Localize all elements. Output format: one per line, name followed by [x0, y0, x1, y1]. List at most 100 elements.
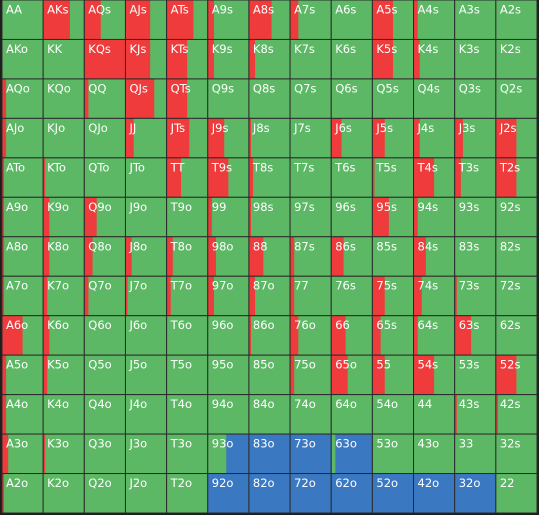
hand-cell[interactable]: [166, 434, 208, 474]
hand-cell[interactable]: [84, 276, 126, 316]
hand-cell[interactable]: [125, 394, 167, 435]
hand-cell[interactable]: [248, 197, 291, 237]
hand-cell[interactable]: [43, 355, 85, 395]
hand-cell[interactable]: [248, 276, 291, 316]
hand-cell[interactable]: [495, 315, 537, 356]
hand-cell[interactable]: [413, 78, 455, 119]
hand-cell[interactable]: [495, 39, 537, 79]
hand-cell[interactable]: [43, 315, 85, 356]
hand-cell[interactable]: [166, 276, 208, 316]
hand-cell[interactable]: [2, 355, 44, 395]
hand-cell[interactable]: [413, 394, 455, 435]
hand-cell[interactable]: [413, 315, 455, 356]
hand-cell[interactable]: [166, 355, 208, 395]
hand-cell[interactable]: [454, 276, 496, 316]
hand-cell[interactable]: [495, 78, 537, 119]
hand-cell[interactable]: [84, 434, 126, 474]
hand-cell[interactable]: [331, 78, 373, 119]
hand-cell[interactable]: [413, 434, 455, 474]
hand-cell[interactable]: [454, 355, 496, 395]
hand-cell[interactable]: [454, 78, 496, 119]
hand-cell[interactable]: [84, 355, 126, 395]
hand-cell[interactable]: [43, 157, 85, 198]
hand-cell[interactable]: [43, 236, 85, 277]
hand-cell[interactable]: [125, 236, 167, 277]
hand-cell[interactable]: [290, 197, 332, 237]
hand-cell[interactable]: [125, 197, 167, 237]
hand-cell[interactable]: [2, 39, 44, 79]
hand-cell[interactable]: [207, 78, 249, 119]
hand-cell[interactable]: [2, 157, 44, 198]
hand-cell[interactable]: [372, 157, 414, 198]
hand-cell[interactable]: [454, 236, 496, 277]
hand-cell[interactable]: [331, 394, 373, 435]
hand-cell[interactable]: [2, 434, 44, 474]
hand-cell[interactable]: [166, 236, 208, 277]
hand-cell[interactable]: [290, 39, 332, 79]
hand-cell[interactable]: [372, 78, 414, 119]
hand-cell[interactable]: [125, 355, 167, 395]
hand-cell[interactable]: [290, 394, 332, 435]
hand-cell[interactable]: [331, 157, 373, 198]
hand-cell[interactable]: [495, 394, 537, 435]
hand-cell[interactable]: [43, 118, 85, 158]
hand-cell[interactable]: [2, 78, 44, 119]
hand-cell[interactable]: [43, 78, 85, 119]
hand-cell[interactable]: [495, 197, 537, 237]
hand-cell[interactable]: [207, 355, 249, 395]
hand-cell[interactable]: [84, 315, 126, 356]
hand-cell[interactable]: [331, 197, 373, 237]
hand-cell[interactable]: [84, 118, 126, 158]
hand-cell[interactable]: [2, 0, 44, 40]
hand-cell[interactable]: [331, 39, 373, 79]
hand-cell[interactable]: [84, 157, 126, 198]
hand-cell[interactable]: [125, 157, 167, 198]
hand-cell[interactable]: [248, 355, 291, 395]
hand-cell[interactable]: [495, 473, 537, 513]
hand-cell[interactable]: [290, 355, 332, 395]
hand-cell[interactable]: [207, 0, 249, 40]
hand-cell[interactable]: [331, 276, 373, 316]
hand-cell[interactable]: [248, 118, 291, 158]
hand-cell[interactable]: [207, 39, 249, 79]
hand-cell[interactable]: [2, 394, 44, 435]
hand-cell[interactable]: [413, 0, 455, 40]
hand-cell[interactable]: [248, 39, 291, 79]
hand-cell[interactable]: [248, 394, 291, 435]
hand-cell[interactable]: [248, 315, 291, 356]
hand-cell[interactable]: [454, 434, 496, 474]
hand-cell[interactable]: [207, 276, 249, 316]
hand-cell[interactable]: [454, 39, 496, 79]
hand-cell[interactable]: [166, 473, 208, 513]
hand-cell[interactable]: [207, 197, 249, 237]
hand-cell[interactable]: [331, 0, 373, 40]
hand-cell[interactable]: [84, 473, 126, 513]
hand-cell[interactable]: [43, 197, 85, 237]
hand-cell[interactable]: [125, 315, 167, 356]
hand-cell[interactable]: [372, 434, 414, 474]
hand-cell[interactable]: [43, 394, 85, 435]
hand-cell[interactable]: [125, 473, 167, 513]
hand-cell[interactable]: [290, 118, 332, 158]
hand-cell[interactable]: [290, 236, 332, 277]
hand-cell[interactable]: [290, 157, 332, 198]
hand-cell[interactable]: [125, 276, 167, 316]
hand-cell[interactable]: [248, 78, 291, 119]
hand-cell[interactable]: [84, 394, 126, 435]
hand-cell[interactable]: [207, 394, 249, 435]
hand-cell[interactable]: [454, 394, 496, 435]
hand-cell[interactable]: [413, 118, 455, 158]
hand-cell[interactable]: [372, 394, 414, 435]
hand-cell[interactable]: [166, 315, 208, 356]
hand-cell[interactable]: [2, 236, 44, 277]
hand-cell[interactable]: [495, 276, 537, 316]
hand-cell[interactable]: [43, 39, 85, 79]
hand-cell[interactable]: [454, 197, 496, 237]
hand-cell[interactable]: [454, 157, 496, 198]
hand-cell[interactable]: [43, 276, 85, 316]
hand-cell[interactable]: [290, 276, 332, 316]
hand-cell[interactable]: [166, 197, 208, 237]
hand-cell[interactable]: [290, 78, 332, 119]
hand-cell[interactable]: [2, 197, 44, 237]
hand-cell[interactable]: [495, 434, 537, 474]
